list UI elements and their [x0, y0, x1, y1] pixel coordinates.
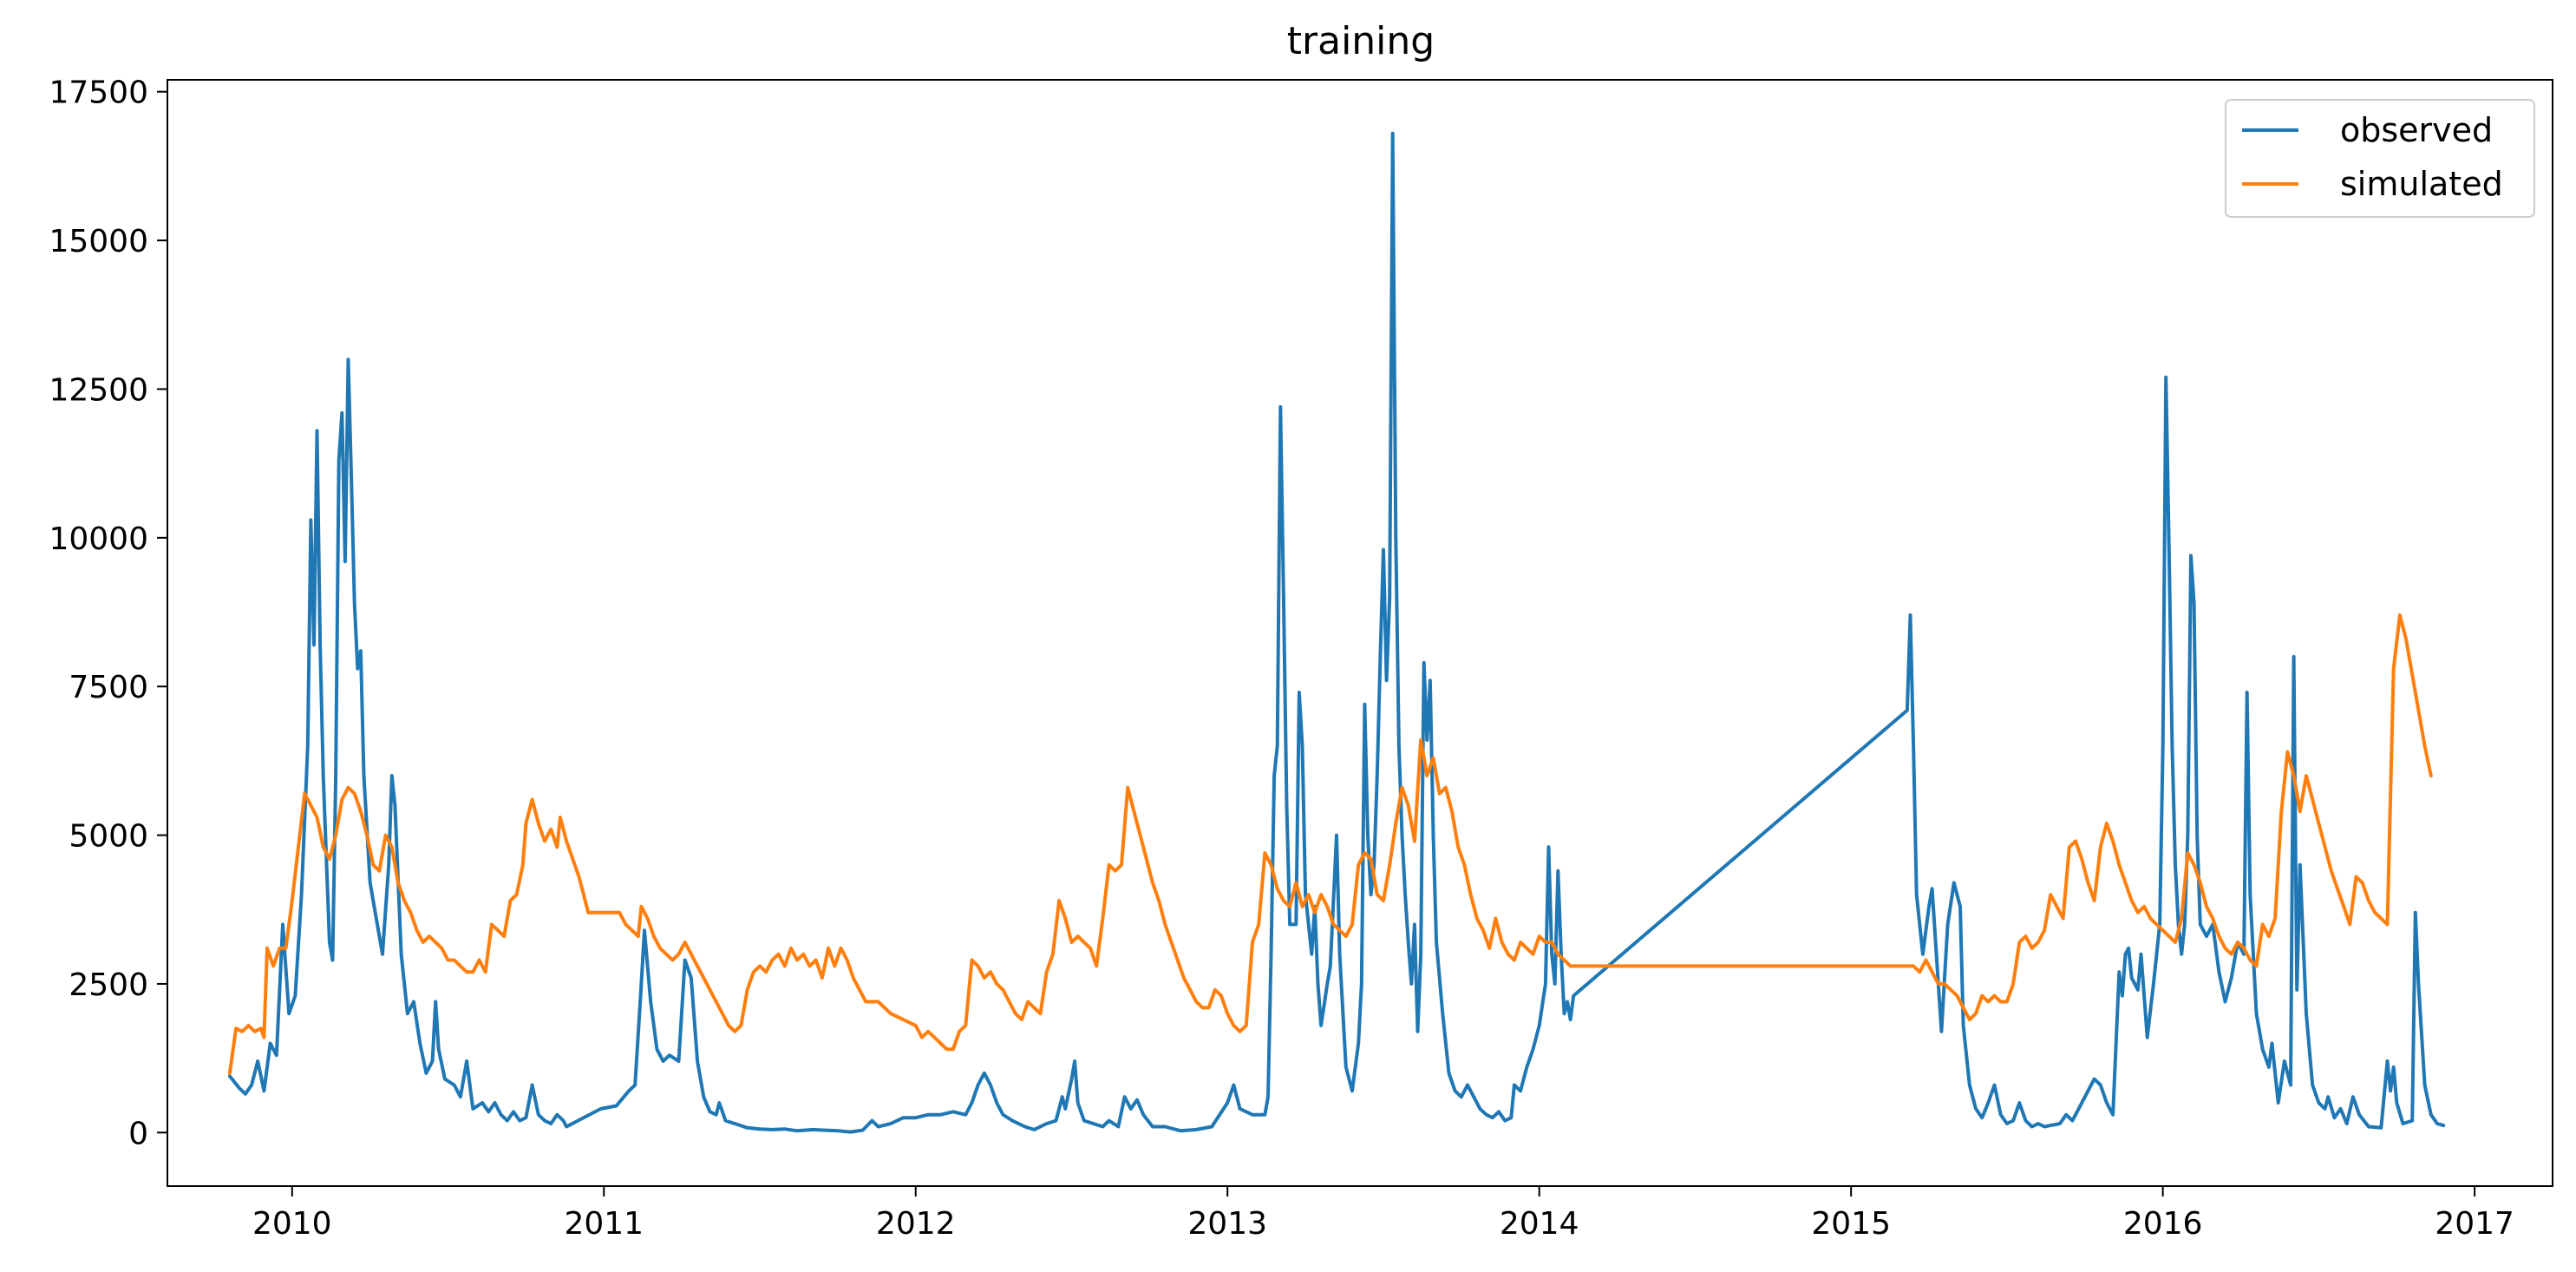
y-tick-label: 12500 — [49, 372, 148, 408]
y-tick-label: 10000 — [49, 521, 148, 557]
y-axis: 0 2500 5000 7500 10000 12500 15000 17500 — [49, 75, 167, 1151]
x-tick-label: 2015 — [1811, 1206, 1891, 1242]
y-tick-label: 5000 — [69, 819, 148, 855]
legend: observed simulated — [2225, 99, 2535, 218]
legend-label-simulated: simulated — [2340, 165, 2503, 203]
series-line-observed — [227, 131, 2446, 1134]
x-tick-label: 2010 — [252, 1206, 332, 1242]
x-axis: 2010 2011 2012 2013 2014 2015 2016 2017 — [252, 1186, 2514, 1242]
x-tick-label: 2011 — [564, 1206, 644, 1242]
y-tick-label: 15000 — [49, 224, 148, 259]
x-tick-label: 2013 — [1187, 1206, 1267, 1242]
plot-area — [227, 131, 2446, 1134]
legend-label-observed: observed — [2340, 111, 2493, 149]
y-tick-label: 17500 — [49, 75, 148, 111]
x-tick-label: 2014 — [1500, 1206, 1579, 1242]
chart-title: training — [1287, 19, 1435, 63]
series-line-simulated — [227, 613, 2433, 1075]
y-tick-label: 7500 — [69, 670, 148, 705]
y-tick-label: 2500 — [69, 967, 148, 1003]
y-tick-label: 0 — [128, 1116, 148, 1151]
plot-frame — [167, 79, 2553, 1187]
x-tick-label: 2012 — [876, 1206, 956, 1242]
x-tick-label: 2017 — [2435, 1206, 2514, 1242]
x-tick-label: 2016 — [2123, 1206, 2203, 1242]
legend-box — [2225, 99, 2535, 218]
